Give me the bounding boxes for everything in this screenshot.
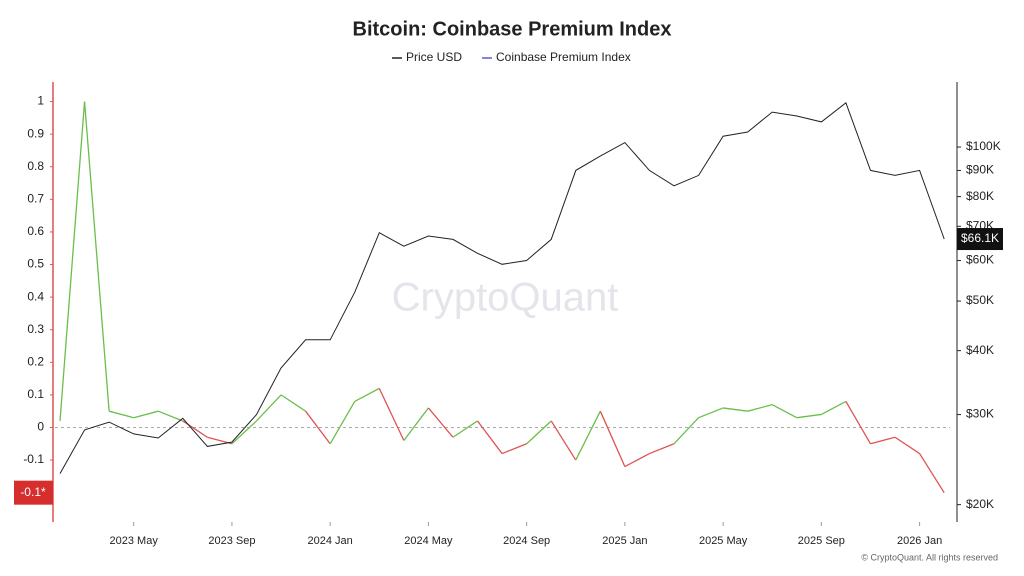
premium-segment [354,387,380,402]
premium-segment [845,401,872,445]
premium-segment [575,410,601,461]
y-tick-label: 0.1 [27,387,44,401]
y-tick-label: 0.5 [27,257,44,271]
legend-label: Price USD [406,50,462,64]
y-tick-label: 0 [37,420,44,434]
premium-segment [280,394,306,412]
premium-segment [624,452,650,468]
premium-segment [452,420,478,438]
premium-segment [59,101,86,422]
y-tick-label: 0.6 [27,224,44,238]
last-price-label: $66.1K [961,231,999,245]
y-tick-label: 0.3 [27,322,44,336]
premium-segment [550,420,577,461]
x-tick-label: 2026 Jan [897,535,942,547]
premium-segment [256,394,282,422]
x-tick-label: 2025 May [699,535,748,547]
premium-segment [477,420,503,454]
y-tick-label: 0.4 [27,289,44,303]
premium-segment [501,443,527,455]
premium-segment [231,420,257,445]
y2-tick-label: $60K [966,253,994,267]
last-premium-box [14,480,53,505]
x-tick-label: 2025 Jan [602,535,647,547]
premium-segment [747,404,773,412]
premium-segment [698,407,724,419]
premium-segment [796,413,822,419]
chart-title: Bitcoin: Coinbase Premium Index [353,18,672,40]
legend-label: Coinbase Premium Index [496,50,631,64]
y2-tick-label: $100K [966,139,1001,153]
premium-segment [427,407,454,438]
x-tick-label: 2025 Sep [798,535,845,547]
premium-segment [649,443,675,455]
premium-segment [378,388,405,441]
y2-tick-label: $20K [966,497,994,511]
y-tick-label: 0.8 [27,159,44,173]
premium-segment [673,417,700,445]
y2-tick-label: $40K [966,343,994,357]
y2-tick-label: $50K [966,293,994,307]
premium-segment [919,453,945,494]
premium-segment [403,407,429,441]
premium-segment [821,400,847,416]
premium-segment [771,404,798,419]
premium-segment [182,420,208,438]
y2-tick-label: $80K [966,189,994,203]
y2-tick-label: $90K [966,163,994,177]
premium-segment [599,410,626,467]
y-tick-label: 1 [37,94,44,108]
premium-segment [133,410,159,419]
x-tick-label: 2024 May [404,535,453,547]
y2-tick-label: $30K [966,407,994,421]
y-tick-label: 0.7 [27,192,44,206]
x-tick-label: 2023 Sep [208,535,255,547]
premium-segment [723,407,748,412]
x-tick-label: 2024 Sep [503,535,550,547]
premium-segment [157,410,184,422]
watermark: CryptoQuant [392,276,619,320]
y-tick-label: 0.2 [27,354,44,368]
y-tick-label: 0.9 [27,126,44,140]
premium-segment [83,101,110,412]
premium-segment [108,410,134,419]
last-price-box [957,228,1003,251]
premium-segment [870,436,896,445]
copyright: © CryptoQuant. All rights reserved [861,552,998,562]
x-tick-label: 2023 May [110,535,159,547]
premium-segment [329,401,356,445]
premium-segment [305,410,331,445]
price-line [59,101,945,474]
x-tick-label: 2024 Jan [308,535,353,547]
premium-segment [894,436,920,455]
premium-segment [526,420,552,445]
last-premium-label: -0.1* [20,485,46,499]
y-tick-label: -0.1 [23,452,44,466]
